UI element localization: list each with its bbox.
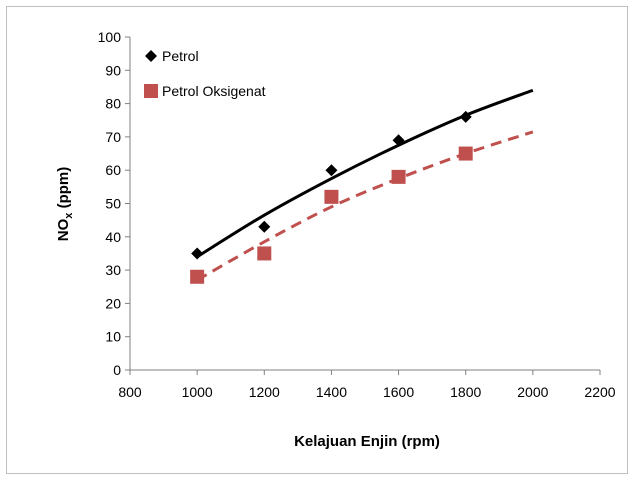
x-tick-label: 1600 — [383, 384, 414, 400]
y-axis-title-unit: (ppm) — [55, 167, 72, 213]
y-axis-title: NOx (ppm) — [55, 167, 75, 241]
legend-marker-petrol-oksigenat — [144, 84, 158, 98]
trendlines — [196, 88, 534, 282]
y-tick-label: 10 — [105, 329, 121, 345]
y-tick-label: 50 — [105, 196, 121, 212]
y-tick-label: 0 — [113, 362, 121, 378]
legend-marker-petrol — [145, 50, 157, 62]
y-tick-label: 60 — [105, 162, 121, 178]
data-point-petrol — [258, 220, 271, 233]
chart-frame — [6, 6, 628, 474]
trendline-petrol-oksigenat — [196, 130, 534, 282]
legend-label-petrol: Petrol — [162, 48, 199, 64]
y-axis-title-subscript: x — [63, 212, 75, 219]
y-tick-label: 20 — [105, 295, 121, 311]
x-tick-label: 2200 — [584, 384, 615, 400]
x-tick-label: 2000 — [517, 384, 548, 400]
y-tick-label: 70 — [105, 129, 121, 145]
legend-label-petrol-oksigenat: Petrol Oksigenat — [162, 83, 266, 99]
data-point-petrol — [325, 164, 338, 177]
x-tick-label: 1800 — [450, 384, 481, 400]
y-tick-label: 90 — [105, 62, 121, 78]
data-point-petrol-oksigenat — [391, 169, 406, 184]
y-axis-title-main: NO — [55, 218, 72, 241]
legend: Petrol Petrol Oksigenat — [144, 48, 266, 99]
y-tick-label: 30 — [105, 262, 121, 278]
y-tick-label: 80 — [105, 96, 121, 112]
x-axis-title: Kelajuan Enjin (rpm) — [294, 433, 440, 450]
y-tick-label: 40 — [105, 229, 121, 245]
axes: 0 10 20 30 40 50 60 70 80 90 100 800 1000 1200 1400 160… — [98, 29, 616, 400]
x-tick-label: 1000 — [182, 384, 213, 400]
trendline-petrol — [196, 88, 534, 259]
data-point-petrol-oksigenat — [257, 246, 272, 261]
data-point-petrol-oksigenat — [458, 146, 473, 161]
data-point-petrol-oksigenat — [190, 269, 205, 284]
x-tick-label: 1200 — [249, 384, 280, 400]
x-tick-label: 1400 — [316, 384, 347, 400]
data-point-petrol — [459, 110, 472, 123]
y-tick-label: 100 — [98, 29, 122, 45]
data-point-petrol — [191, 247, 204, 260]
data-point-petrol — [392, 134, 405, 147]
data-point-petrol-oksigenat — [324, 189, 339, 204]
data-points — [190, 110, 473, 284]
x-tick-label: 800 — [118, 384, 142, 400]
